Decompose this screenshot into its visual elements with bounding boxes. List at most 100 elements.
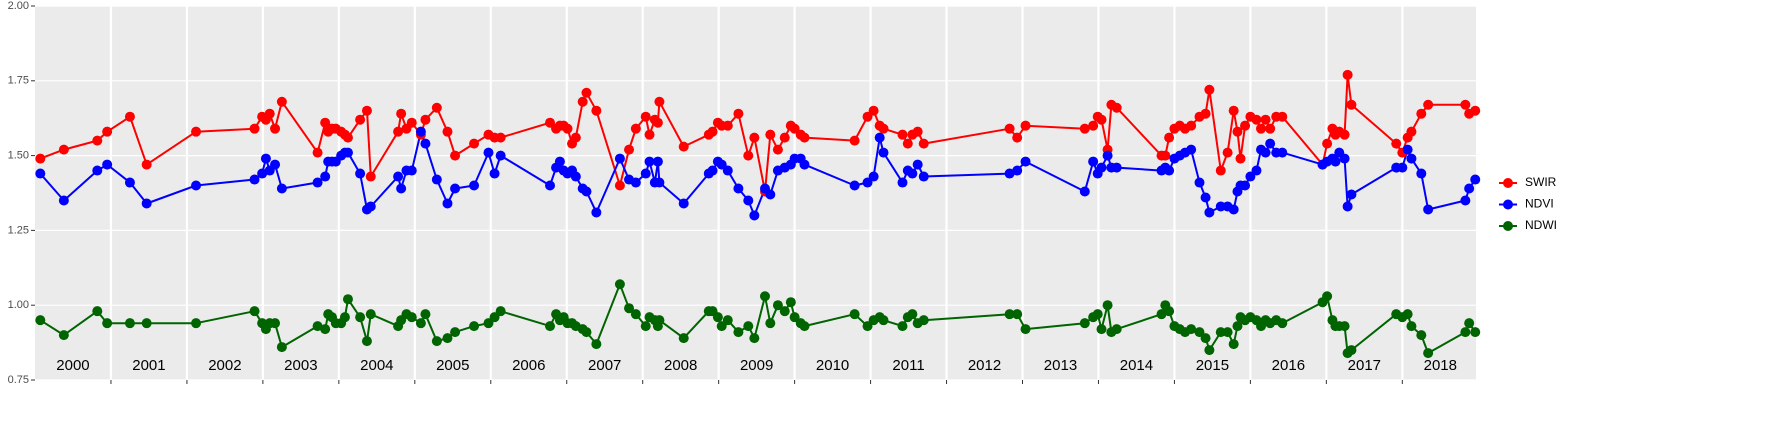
year-label: 2009 — [740, 357, 773, 374]
point — [1228, 105, 1239, 116]
y-tick-label: 2.00 — [8, 0, 29, 12]
point — [406, 117, 417, 128]
point — [1079, 123, 1090, 134]
point — [743, 195, 754, 206]
point — [1102, 150, 1113, 161]
point — [1416, 108, 1427, 119]
point — [1012, 165, 1023, 176]
point — [1339, 129, 1350, 140]
point — [722, 165, 733, 176]
point — [495, 306, 506, 317]
point — [1204, 84, 1215, 95]
point — [1020, 120, 1031, 131]
point — [614, 153, 625, 164]
point — [1397, 162, 1408, 173]
point — [1088, 156, 1099, 167]
point — [365, 171, 376, 182]
point — [1020, 324, 1031, 335]
point — [1339, 321, 1350, 332]
year-label: 2001 — [132, 357, 165, 374]
point — [1020, 156, 1031, 167]
point — [102, 126, 113, 137]
point — [270, 159, 281, 170]
point — [749, 333, 760, 344]
point — [365, 309, 376, 320]
point — [874, 132, 885, 143]
point — [1215, 201, 1226, 212]
year-label: 2007 — [588, 357, 621, 374]
point — [652, 117, 663, 128]
point — [1240, 180, 1251, 191]
point — [902, 138, 913, 149]
point — [92, 135, 103, 146]
point — [654, 177, 665, 188]
point — [722, 315, 733, 326]
point — [897, 129, 908, 140]
point — [868, 105, 879, 116]
year-label: 2013 — [1044, 357, 1077, 374]
point — [907, 309, 918, 320]
point — [1200, 333, 1211, 344]
point — [342, 147, 353, 158]
point — [420, 138, 431, 149]
point — [1004, 309, 1015, 320]
point — [644, 129, 655, 140]
point — [1164, 306, 1175, 317]
point — [355, 114, 366, 125]
point — [733, 183, 744, 194]
point — [141, 159, 152, 170]
point — [868, 171, 879, 182]
point — [1402, 309, 1413, 320]
point — [1102, 300, 1113, 311]
point — [1222, 147, 1233, 158]
point — [545, 321, 556, 332]
point — [640, 321, 651, 332]
point — [1222, 327, 1233, 338]
point — [58, 144, 69, 155]
point — [260, 153, 271, 164]
point — [450, 150, 461, 161]
point — [361, 336, 372, 347]
point — [1096, 162, 1107, 173]
point — [1423, 204, 1434, 215]
point — [722, 120, 733, 131]
point — [591, 207, 602, 218]
point — [1160, 150, 1171, 161]
point — [365, 201, 376, 212]
point — [415, 126, 426, 137]
point — [743, 150, 754, 161]
point — [1079, 318, 1090, 329]
point — [312, 147, 323, 158]
point — [1004, 168, 1015, 179]
point — [1464, 318, 1475, 329]
year-label: 2015 — [1196, 357, 1229, 374]
point — [1470, 174, 1481, 185]
point — [1339, 153, 1350, 164]
point — [489, 168, 500, 179]
point — [495, 132, 506, 143]
point — [630, 123, 641, 134]
point — [1215, 327, 1226, 338]
point — [1096, 114, 1107, 125]
point — [1330, 156, 1341, 167]
point — [1164, 165, 1175, 176]
point — [406, 165, 417, 176]
point — [1164, 132, 1175, 143]
point — [1406, 126, 1417, 137]
point — [276, 96, 287, 107]
point — [396, 108, 407, 119]
point — [276, 183, 287, 194]
point — [1156, 309, 1167, 320]
point — [712, 312, 723, 323]
point — [1235, 153, 1246, 164]
point — [1260, 147, 1271, 158]
point — [591, 105, 602, 116]
year-label: 2006 — [512, 357, 545, 374]
point — [276, 342, 287, 353]
point — [765, 189, 776, 200]
point — [1251, 165, 1262, 176]
year-label: 2018 — [1424, 357, 1457, 374]
point — [1406, 153, 1417, 164]
point — [415, 318, 426, 329]
year-label: 2014 — [1120, 357, 1153, 374]
